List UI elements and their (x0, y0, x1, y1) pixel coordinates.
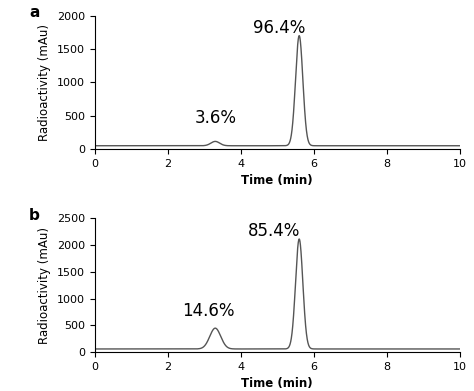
Text: 96.4%: 96.4% (253, 19, 305, 37)
Text: a: a (29, 5, 39, 20)
Y-axis label: Radioactivity (mAu): Radioactivity (mAu) (38, 24, 51, 141)
Text: 85.4%: 85.4% (247, 222, 300, 240)
Y-axis label: Radioactivity (mAu): Radioactivity (mAu) (38, 227, 51, 344)
X-axis label: Time (min): Time (min) (241, 377, 313, 390)
Text: 3.6%: 3.6% (194, 109, 236, 127)
Text: 14.6%: 14.6% (182, 302, 234, 320)
Text: b: b (29, 208, 40, 223)
X-axis label: Time (min): Time (min) (241, 174, 313, 187)
